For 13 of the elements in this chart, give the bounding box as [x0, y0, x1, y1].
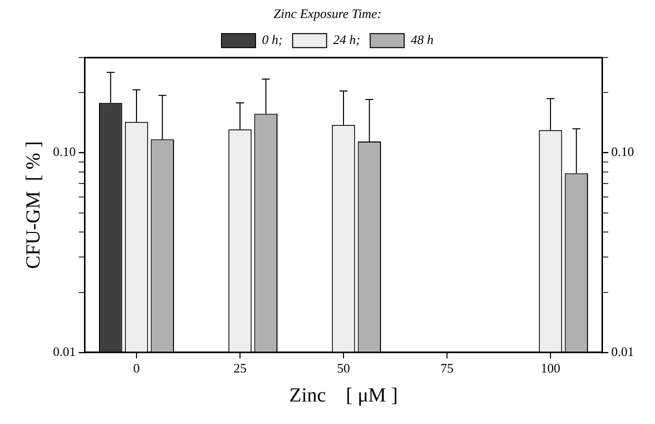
x-tick-label: 25	[234, 360, 246, 376]
x-tick-label: 75	[440, 360, 454, 376]
x-tick-label: 0	[133, 360, 140, 376]
text: 0.10	[611, 144, 634, 160]
y-axis-title: CFU-GM [ % ]	[22, 141, 44, 269]
text: 0.01	[611, 344, 634, 359]
x-tick-label: 50	[337, 360, 350, 376]
legend-label: 48 h	[410, 32, 434, 48]
legend-label: 0 h;	[262, 32, 283, 48]
x-tick-label: 100	[540, 360, 560, 376]
legend-label: 24 h;	[333, 32, 360, 48]
x-axis-title: Zinc [ μM ]	[289, 384, 398, 406]
legend-title: Zinc Exposure Time:	[274, 6, 382, 21]
